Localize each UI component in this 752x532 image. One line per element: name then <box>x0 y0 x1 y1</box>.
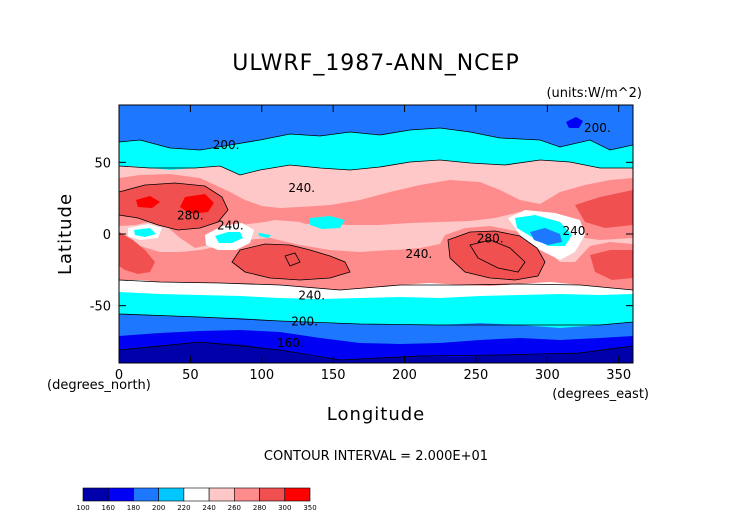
colorbar-level-label: 160 <box>102 504 115 512</box>
colorbar: 100 160 180 200 220 240 260 280 300 350 <box>76 487 317 512</box>
contour-label: 240. <box>217 218 244 232</box>
colorbar-level-label: 260 <box>228 504 241 512</box>
colorbar-swatch <box>82 487 109 502</box>
x-tick-label: 0 <box>115 368 123 383</box>
colorbar-level-label: 300 <box>278 504 291 512</box>
contour-band-pacific-pink <box>255 220 445 250</box>
contour-label: 200. <box>291 314 318 328</box>
contour-band-south-hot-africa <box>232 244 350 280</box>
contour-band-south-navy <box>119 342 633 363</box>
contour-band-west-cyan <box>134 228 156 237</box>
colorbar-level-label: 350 <box>303 504 316 512</box>
plot-area: 200. 200. 240. 280. 240. 240. 280. 240. 240. 200.… <box>119 105 633 363</box>
y-axis-label: Latitude <box>55 193 76 275</box>
x-tick-label: 200 <box>392 368 417 383</box>
y-tick-label: 50 <box>94 156 111 171</box>
contour-label: 160. <box>277 336 304 350</box>
y-tick-label: 0 <box>103 228 111 243</box>
contour-band-south-hot-east <box>590 250 633 280</box>
x-tick-label: 50 <box>182 368 199 383</box>
contour-band-north-blue <box>119 105 633 150</box>
x-tick-label: 250 <box>464 368 489 383</box>
contour-label: 200. <box>584 121 611 135</box>
colorbar-level-label: 280 <box>253 504 266 512</box>
x-tick-label: 350 <box>606 368 631 383</box>
units-label: (units:W/m^2) <box>546 86 642 101</box>
x-unit-label: (degrees_east) <box>552 387 649 402</box>
chart-title: ULWRF_1987-ANN_NCEP <box>232 51 519 76</box>
x-tick-label: 150 <box>321 368 346 383</box>
contour-label: 280. <box>177 208 204 222</box>
colorbar-level-label: 240 <box>202 504 215 512</box>
contour-label: 280. <box>477 231 504 245</box>
contour-band-pacific-cyan <box>310 216 345 229</box>
contour-label-layer: 200. 200. 240. 280. 240. 240. 280. 240. 240. 200.… <box>177 121 611 350</box>
contour-label: 200. <box>213 138 240 152</box>
colorbar-swatch <box>208 487 235 502</box>
colorbar-swatch <box>158 487 185 502</box>
contour-band-north-deepblue <box>566 117 583 128</box>
axis-ticks: 0 50 100 150 200 250 300 350 50 0 -50 <box>90 105 633 383</box>
y-tick-label: -50 <box>90 300 111 315</box>
contour-interval-note: CONTOUR INTERVAL = 2.000E+01 <box>264 449 488 464</box>
x-tick-label: 100 <box>249 368 274 383</box>
colorbar-swatch <box>234 487 260 502</box>
colorbar-swatch <box>183 487 210 502</box>
contour-band-north-hot-east <box>575 190 633 228</box>
contour-label: 240. <box>405 247 432 261</box>
colorbar-swatch <box>133 487 159 502</box>
colorbar-swatch <box>284 487 311 502</box>
contour-label: 240. <box>563 224 590 238</box>
colorbar-swatch <box>259 487 286 502</box>
contour-band-south-hot-west <box>119 232 155 274</box>
colorbar-swatch <box>107 487 134 502</box>
contour-band-sahara-max-west <box>136 196 160 208</box>
contour-label: 240. <box>288 181 315 195</box>
colorbar-level-label: 200 <box>152 504 165 512</box>
contour-label: 240. <box>298 289 325 303</box>
contour-band-north-warm <box>119 174 633 248</box>
colorbar-level-label: 100 <box>76 504 89 512</box>
colorbar-level-label: 180 <box>127 504 140 512</box>
contour-band-amazon-blue <box>530 228 562 245</box>
x-tick-label: 300 <box>535 368 560 383</box>
colorbar-level-label: 220 <box>177 504 190 512</box>
contour-band-sahara-max <box>180 194 214 214</box>
contour-lines <box>119 127 633 361</box>
y-unit-label: (degrees_north) <box>47 378 151 393</box>
contour-band-indonesia-cyan <box>215 232 243 243</box>
x-axis-label: Longitude <box>327 404 426 425</box>
